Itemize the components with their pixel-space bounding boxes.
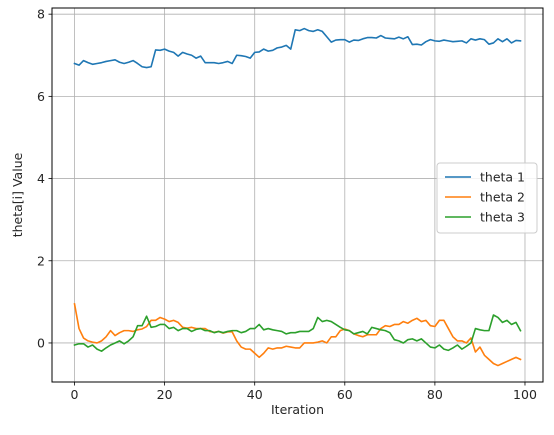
x-axis-label: Iteration [271, 402, 324, 417]
x-tick-label: 60 [337, 387, 353, 402]
grid [52, 8, 543, 382]
x-tick-label: 100 [513, 387, 537, 402]
series-lines [73, 27, 522, 367]
series-line-3 [73, 314, 522, 352]
x-tick-label: 0 [71, 387, 79, 402]
legend-box [436, 162, 538, 234]
y-tick-label: 0 [37, 335, 45, 350]
series-line-1 [73, 27, 522, 69]
y-tick-label: 2 [37, 253, 45, 268]
x-tick-label: 20 [157, 387, 173, 402]
y-tick-label: 4 [37, 171, 45, 186]
x-tick-label: 40 [247, 387, 263, 402]
y-axis-label: theta[i] Value [10, 152, 25, 237]
legend-label-1: theta 1 [480, 170, 525, 185]
legend: theta 1 theta 2 theta 3 [436, 162, 538, 234]
legend-label-3: theta 3 [480, 210, 525, 225]
y-tick-label: 8 [37, 7, 45, 22]
ticks: 0 20 40 60 80 100 0 2 4 6 8 [37, 7, 537, 402]
y-tick-label: 6 [37, 89, 45, 104]
legend-label-2: theta 2 [480, 190, 525, 205]
plot-frame [51, 7, 544, 383]
x-tick-label: 80 [427, 387, 443, 402]
